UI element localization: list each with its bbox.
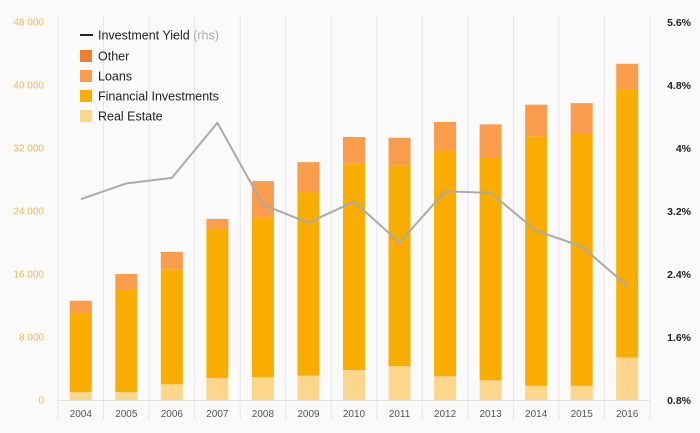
bar-loans-2004 <box>69 300 92 313</box>
bars <box>69 63 639 400</box>
bar-loans-2009 <box>297 162 320 193</box>
bar-real-estate-2005 <box>115 392 138 400</box>
legend-label: Investment Yield (rhs) <box>98 29 219 43</box>
bar-loans-2015 <box>570 103 593 134</box>
legend-label: Loans <box>98 70 132 84</box>
bar-financial-investments-2008 <box>251 217 274 378</box>
bar-financial-investments-2010 <box>343 163 365 371</box>
bar-real-estate-2009 <box>297 375 320 400</box>
bar-financial-investments-2005 <box>115 288 138 393</box>
bar-real-estate-2008 <box>251 377 274 400</box>
left-axis: 0 8 000 16 000 24 000 32 000 40 000 48 000 <box>13 18 44 407</box>
bar-real-estate-2016 <box>616 357 639 400</box>
y-tick-label: 48 000 <box>13 18 44 29</box>
legend-swatch <box>80 50 92 62</box>
y2-tick-label: 0.8% <box>667 395 692 407</box>
bar-financial-investments-2009 <box>297 192 320 376</box>
legend-swatch <box>80 70 92 82</box>
x-tick-label: 2005 <box>115 409 138 420</box>
bar-real-estate-2006 <box>160 384 183 400</box>
y2-tick-label: 3.2% <box>667 206 692 218</box>
bar-real-estate-2012 <box>434 376 457 400</box>
x-tick-label: 2010 <box>343 409 366 420</box>
y2-tick-label: 2.4% <box>667 269 692 281</box>
bar-financial-investments-2013 <box>479 157 502 381</box>
bar-financial-investments-2016 <box>616 88 639 358</box>
bar-loans-2006 <box>160 251 183 270</box>
bar-real-estate-2004 <box>69 392 92 400</box>
y-tick-label: 0 <box>38 396 44 407</box>
bar-financial-investments-2015 <box>570 133 593 386</box>
yield-line-path <box>80 121 628 287</box>
bar-real-estate-2011 <box>388 366 411 400</box>
y-tick-label: 40 000 <box>13 81 44 92</box>
x-tick-label: 2016 <box>616 409 639 420</box>
bar-real-estate-2014 <box>525 385 548 400</box>
bar-real-estate-2007 <box>206 377 229 400</box>
y-tick-label: 16 000 <box>13 270 44 281</box>
bar-financial-investments-2007 <box>206 228 229 378</box>
legend-label: Other <box>98 50 129 64</box>
bar-financial-investments-2011 <box>388 165 411 367</box>
bar-real-estate-2010 <box>343 370 365 400</box>
bar-real-estate-2013 <box>479 380 502 400</box>
x-tick-label: 2014 <box>525 409 548 420</box>
y2-tick-label: 5.6% <box>667 17 692 29</box>
bar-loans-2014 <box>525 104 548 137</box>
x-axis: 2004 2005 2006 2007 2008 2009 2010 2011 2012 2013… <box>70 409 639 420</box>
bar-financial-investments-2004 <box>69 312 92 393</box>
legend-swatch <box>80 110 92 122</box>
x-tick-label: 2012 <box>434 409 457 420</box>
y-tick-label: 32 000 <box>13 144 44 155</box>
y-tick-label: 8 000 <box>19 333 44 344</box>
x-tick-label: 2004 <box>70 409 93 420</box>
bar-financial-investments-2014 <box>525 136 548 386</box>
legend-label: Real Estate <box>98 110 163 124</box>
bar-loans-2007 <box>206 218 229 229</box>
x-tick-label: 2011 <box>389 409 411 420</box>
yield-line <box>80 121 628 287</box>
x-tick-label: 2013 <box>479 409 502 420</box>
bar-financial-investments-2012 <box>434 150 457 377</box>
legend: Investment Yield (rhs) Other Loans Financia… <box>80 29 219 124</box>
x-tick-label: 2007 <box>206 409 229 420</box>
right-axis: 0.8% 1.6% 2.4% 3.2% 4% 4.8% 5.6% <box>667 17 692 407</box>
legend-label: Financial Investments <box>98 90 219 104</box>
legend-swatch <box>80 90 92 102</box>
x-tick-label: 2008 <box>252 409 275 420</box>
y-tick-label: 24 000 <box>13 207 44 218</box>
x-tick-label: 2006 <box>161 409 184 420</box>
bar-loans-2013 <box>479 124 502 158</box>
legend-rhs-note: (rhs) <box>193 29 219 43</box>
bar-loans-2016 <box>616 63 639 89</box>
bar-real-estate-2015 <box>570 385 593 400</box>
x-tick-label: 2015 <box>571 409 594 420</box>
bar-loans-2008 <box>251 181 274 218</box>
y2-tick-label: 1.6% <box>667 332 692 344</box>
bar-loans-2011 <box>388 137 411 166</box>
bar-financial-investments-2006 <box>160 269 183 385</box>
bar-loans-2005 <box>115 274 138 289</box>
y2-tick-label: 4% <box>676 143 692 155</box>
y2-tick-label: 4.8% <box>667 80 692 92</box>
grid <box>57 16 651 420</box>
bar-loans-2012 <box>434 122 457 151</box>
bar-loans-2010 <box>343 136 365 164</box>
x-tick-label: 2009 <box>297 409 320 420</box>
